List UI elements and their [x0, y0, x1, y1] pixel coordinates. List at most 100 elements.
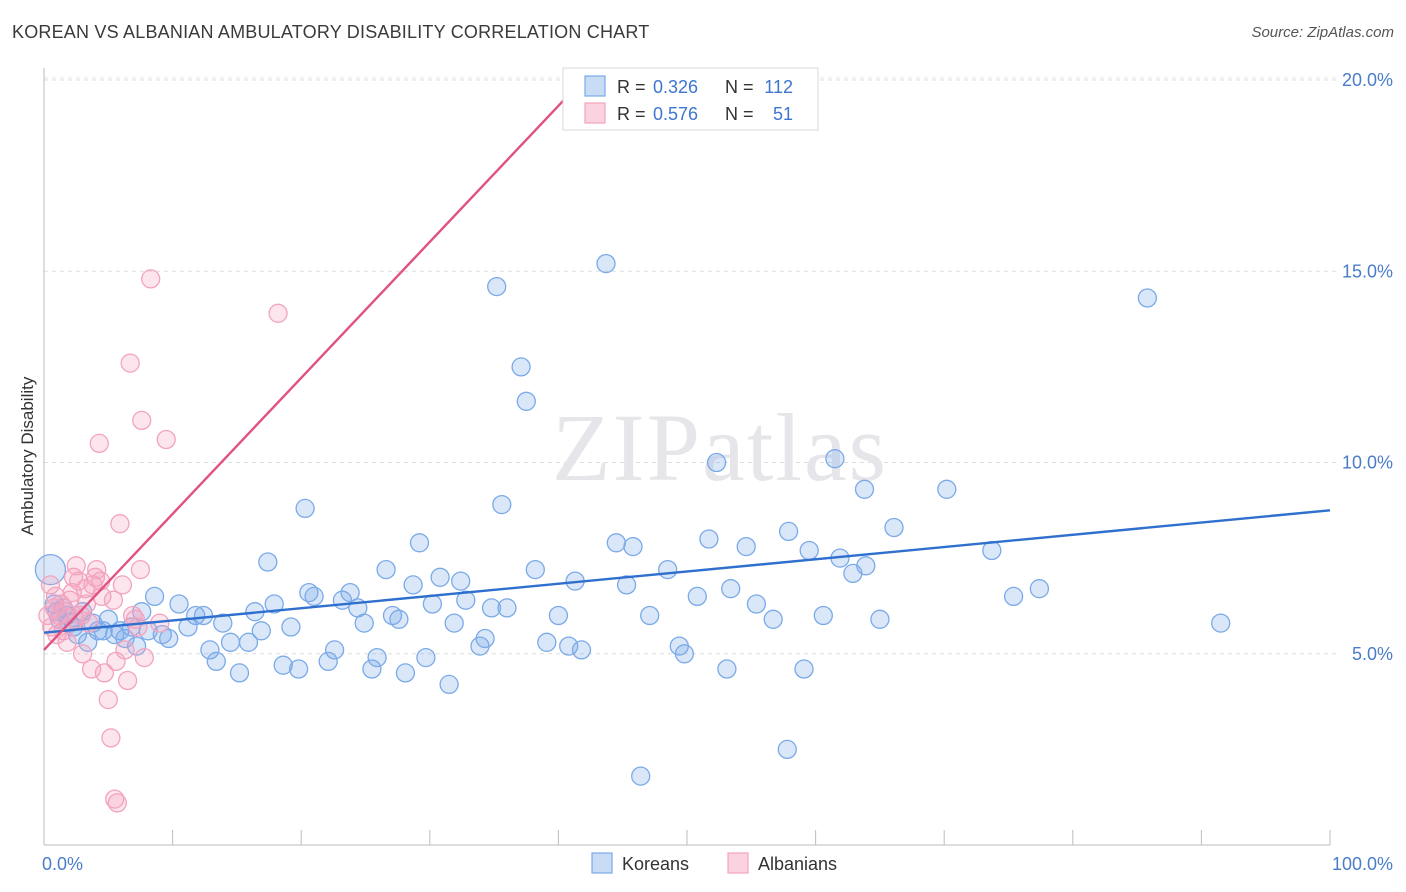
point-koreans	[354, 613, 374, 633]
point-koreans	[487, 276, 507, 297]
stats-n-label-albanians: N =	[725, 104, 754, 124]
point-koreans	[813, 605, 833, 626]
point-koreans	[699, 529, 719, 549]
point-koreans	[706, 452, 727, 473]
y-tick-label: 10.0%	[1342, 453, 1393, 473]
point-koreans	[623, 536, 643, 557]
point-koreans	[658, 559, 678, 580]
point-koreans	[213, 613, 233, 633]
point-koreans	[548, 605, 569, 626]
x-tick-label-min: 0.0%	[42, 854, 83, 874]
point-koreans	[721, 579, 741, 599]
scatter-points	[34, 253, 1231, 813]
point-koreans	[416, 647, 436, 668]
point-koreans	[687, 586, 707, 607]
point-koreans	[169, 594, 189, 614]
point-koreans	[403, 575, 423, 595]
point-koreans	[126, 636, 147, 656]
series-koreans	[34, 253, 1231, 786]
trend-lines	[43, 98, 1331, 651]
trend-line-koreans	[43, 509, 1331, 634]
point-albanians	[107, 793, 127, 813]
point-koreans	[206, 651, 226, 672]
point-albanians	[117, 670, 138, 691]
point-koreans	[220, 632, 241, 652]
stats-r-label-koreans: R =	[617, 77, 646, 97]
legend-swatch-albanians	[727, 852, 749, 874]
point-albanians	[156, 429, 176, 450]
legend-label-koreans: Koreans	[622, 854, 689, 874]
point-albanians	[72, 644, 93, 664]
stats-n-label-koreans: N =	[725, 77, 754, 97]
point-koreans	[825, 449, 845, 469]
point-koreans	[799, 540, 819, 561]
point-albanians	[101, 728, 121, 748]
point-albanians	[268, 303, 288, 323]
point-koreans	[193, 605, 214, 626]
point-albanians	[94, 663, 115, 683]
series-albanians	[38, 269, 288, 813]
point-koreans	[1003, 586, 1024, 607]
point-albanians	[112, 575, 133, 595]
point-albanians	[81, 659, 102, 679]
point-koreans	[115, 628, 135, 649]
point-albanians	[71, 605, 91, 626]
point-albanians	[57, 632, 77, 652]
x-tick-label-max: 100.0%	[1332, 854, 1393, 874]
point-koreans	[717, 659, 737, 679]
point-koreans	[777, 739, 797, 760]
point-koreans	[763, 609, 783, 629]
point-koreans	[439, 674, 459, 695]
point-koreans	[631, 766, 651, 786]
point-koreans	[444, 613, 464, 633]
stats-box: R = 0.326 N = 112 R = 0.576 N = 51	[562, 67, 819, 131]
point-koreans	[251, 621, 271, 641]
point-koreans	[1211, 613, 1231, 633]
point-koreans	[606, 533, 626, 553]
y-tick-label: 20.0%	[1342, 70, 1393, 90]
point-koreans	[304, 586, 324, 607]
point-albanians	[38, 605, 58, 626]
trend-line-albanians	[43, 98, 566, 651]
point-koreans	[318, 651, 338, 672]
point-albanians	[141, 269, 161, 289]
point-koreans	[324, 640, 345, 660]
point-koreans	[229, 663, 250, 683]
point-albanians	[98, 689, 118, 710]
stats-swatch-albanians	[584, 102, 606, 124]
point-koreans	[367, 647, 387, 668]
point-koreans	[409, 533, 430, 553]
point-albanians	[85, 567, 106, 587]
point-koreans	[362, 659, 382, 679]
point-koreans	[186, 605, 206, 626]
point-koreans	[870, 609, 890, 629]
point-koreans	[511, 357, 531, 377]
point-koreans	[516, 391, 536, 411]
point-koreans	[430, 567, 450, 587]
point-koreans	[451, 571, 471, 591]
legend-label-albanians: Albanians	[758, 854, 837, 874]
point-koreans	[937, 479, 957, 499]
stats-swatch-koreans	[584, 75, 606, 97]
point-koreans	[376, 559, 396, 580]
point-koreans	[674, 644, 695, 664]
stats-r-value-koreans: 0.326	[653, 77, 698, 97]
point-koreans	[288, 659, 309, 679]
chart-title: KOREAN VS ALBANIAN AMBULATORY DISABILITY…	[12, 22, 650, 42]
point-koreans	[264, 594, 284, 614]
point-albanians	[120, 353, 140, 373]
point-koreans	[258, 552, 278, 572]
point-koreans	[273, 655, 293, 675]
point-koreans	[497, 598, 517, 618]
point-koreans	[481, 598, 502, 618]
point-albanians	[110, 514, 130, 534]
point-koreans	[475, 628, 495, 649]
y-tick-label: 5.0%	[1352, 644, 1393, 664]
point-koreans	[571, 640, 592, 660]
point-koreans	[295, 498, 315, 519]
point-koreans	[884, 517, 904, 538]
y-tick-label: 15.0%	[1342, 261, 1393, 281]
point-albanians	[132, 410, 152, 431]
point-koreans	[422, 594, 443, 614]
point-koreans	[34, 553, 67, 586]
